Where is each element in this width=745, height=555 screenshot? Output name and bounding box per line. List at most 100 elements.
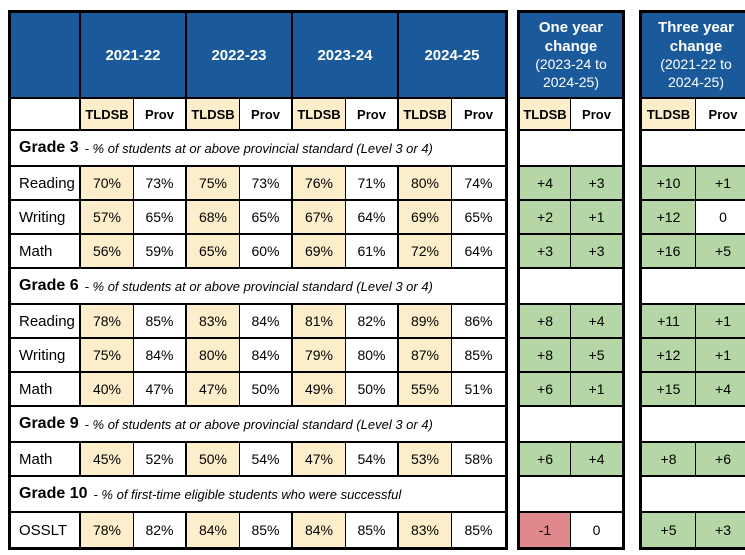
grade-description: - % of students at or above provincial s…: [84, 140, 433, 156]
spacer-cell: [642, 269, 745, 305]
spacer-cell: [642, 131, 745, 167]
grade-title: Grade 10: [19, 485, 88, 502]
score-cell: 59%: [134, 235, 187, 269]
score-cell: 65%: [452, 201, 505, 235]
score-cell: 65%: [240, 201, 293, 235]
change-cell: +10: [642, 167, 696, 201]
spacer-cell: [520, 269, 622, 305]
change-cell: +5: [696, 235, 745, 269]
spacer-cell: [642, 407, 745, 443]
change-cell: +11: [642, 305, 696, 339]
score-cell: 79%: [293, 339, 346, 373]
spacer-cell: [642, 477, 745, 513]
score-cell: 49%: [293, 373, 346, 407]
score-cell: 76%: [293, 167, 346, 201]
change-cell: +3: [696, 513, 745, 547]
panel-title: One year change (2023-24 to 2024-25): [520, 13, 622, 99]
score-cell: 82%: [346, 305, 399, 339]
panel-title-text: One year change: [538, 18, 604, 56]
score-cell: 50%: [240, 373, 293, 407]
tldsb-column-header: TLDSB: [293, 99, 346, 131]
change-cell: +1: [571, 201, 622, 235]
prov-column-header: Prov: [134, 99, 187, 131]
score-cell: 53%: [399, 443, 452, 477]
change-cell: +6: [696, 443, 745, 477]
panel-title-text: Three year change: [658, 18, 734, 56]
change-cell: 0: [571, 513, 622, 547]
change-cell: +1: [571, 373, 622, 407]
tldsb-column-header: TLDSB: [520, 99, 571, 131]
score-cell: 50%: [187, 443, 240, 477]
score-cell: 83%: [187, 305, 240, 339]
score-cell: 54%: [240, 443, 293, 477]
prov-column-header: Prov: [452, 99, 505, 131]
score-cell: 64%: [346, 201, 399, 235]
change-cell: +12: [642, 201, 696, 235]
change-cell: 0: [696, 201, 745, 235]
score-cell: 45%: [81, 443, 134, 477]
change-cell: +12: [642, 339, 696, 373]
change-cell: +3: [520, 235, 571, 269]
change-cell: +16: [642, 235, 696, 269]
score-cell: 75%: [81, 339, 134, 373]
score-cell: 80%: [187, 339, 240, 373]
score-cell: 85%: [240, 513, 293, 547]
row-label: Writing: [11, 339, 81, 373]
subheader-spacer-cell: [11, 99, 81, 131]
score-cell: 80%: [399, 167, 452, 201]
spacer-cell: [520, 477, 622, 513]
score-cell: 65%: [187, 235, 240, 269]
row-label: Reading: [11, 167, 81, 201]
score-cell: 50%: [346, 373, 399, 407]
score-cell: 65%: [134, 201, 187, 235]
score-cell: 69%: [399, 201, 452, 235]
score-cell: 57%: [81, 201, 134, 235]
grade-description: - % of first-time eligible students who …: [93, 486, 402, 502]
score-cell: 89%: [399, 305, 452, 339]
score-cell: 71%: [346, 167, 399, 201]
score-cell: 47%: [187, 373, 240, 407]
row-label: Math: [11, 443, 81, 477]
row-label: Math: [11, 235, 81, 269]
score-cell: 84%: [134, 339, 187, 373]
year-column-header: 2021-22: [81, 13, 187, 99]
tldsb-column-header: TLDSB: [399, 99, 452, 131]
score-cell: 83%: [399, 513, 452, 547]
change-cell: +3: [571, 235, 622, 269]
grade-description: - % of students at or above provincial s…: [84, 416, 433, 432]
score-cell: 75%: [187, 167, 240, 201]
change-cell: +2: [520, 201, 571, 235]
score-cell: 47%: [134, 373, 187, 407]
change-cell: +4: [520, 167, 571, 201]
one-year-change-panel: One year change (2023-24 to 2024-25) TLD…: [517, 10, 625, 550]
score-cell: 68%: [187, 201, 240, 235]
score-cell: 58%: [452, 443, 505, 477]
score-cell: 84%: [293, 513, 346, 547]
grade-section-header: Grade 3 - % of students at or above prov…: [11, 131, 505, 167]
row-label: Writing: [11, 201, 81, 235]
score-cell: 54%: [346, 443, 399, 477]
score-cell: 61%: [346, 235, 399, 269]
score-cell: 56%: [81, 235, 134, 269]
grade-section-header: Grade 6 - % of students at or above prov…: [11, 269, 505, 305]
row-label: Math: [11, 373, 81, 407]
spacer-cell: [520, 407, 622, 443]
score-cell: 84%: [240, 339, 293, 373]
change-cell: +1: [696, 167, 745, 201]
prov-column-header: Prov: [696, 99, 745, 131]
grade-section-header: Grade 10 - % of first-time eligible stud…: [11, 477, 505, 513]
year-column-header: 2024-25: [399, 13, 505, 99]
change-cell: +5: [642, 513, 696, 547]
prov-column-header: Prov: [571, 99, 622, 131]
score-cell: 64%: [452, 235, 505, 269]
change-cell: +4: [696, 373, 745, 407]
score-cell: 82%: [134, 513, 187, 547]
score-cell: 55%: [399, 373, 452, 407]
score-cell: 84%: [240, 305, 293, 339]
change-cell: +8: [642, 443, 696, 477]
score-cell: 85%: [452, 339, 505, 373]
score-cell: 47%: [293, 443, 346, 477]
change-cell: +5: [571, 339, 622, 373]
year-column-header: 2022-23: [187, 13, 293, 99]
